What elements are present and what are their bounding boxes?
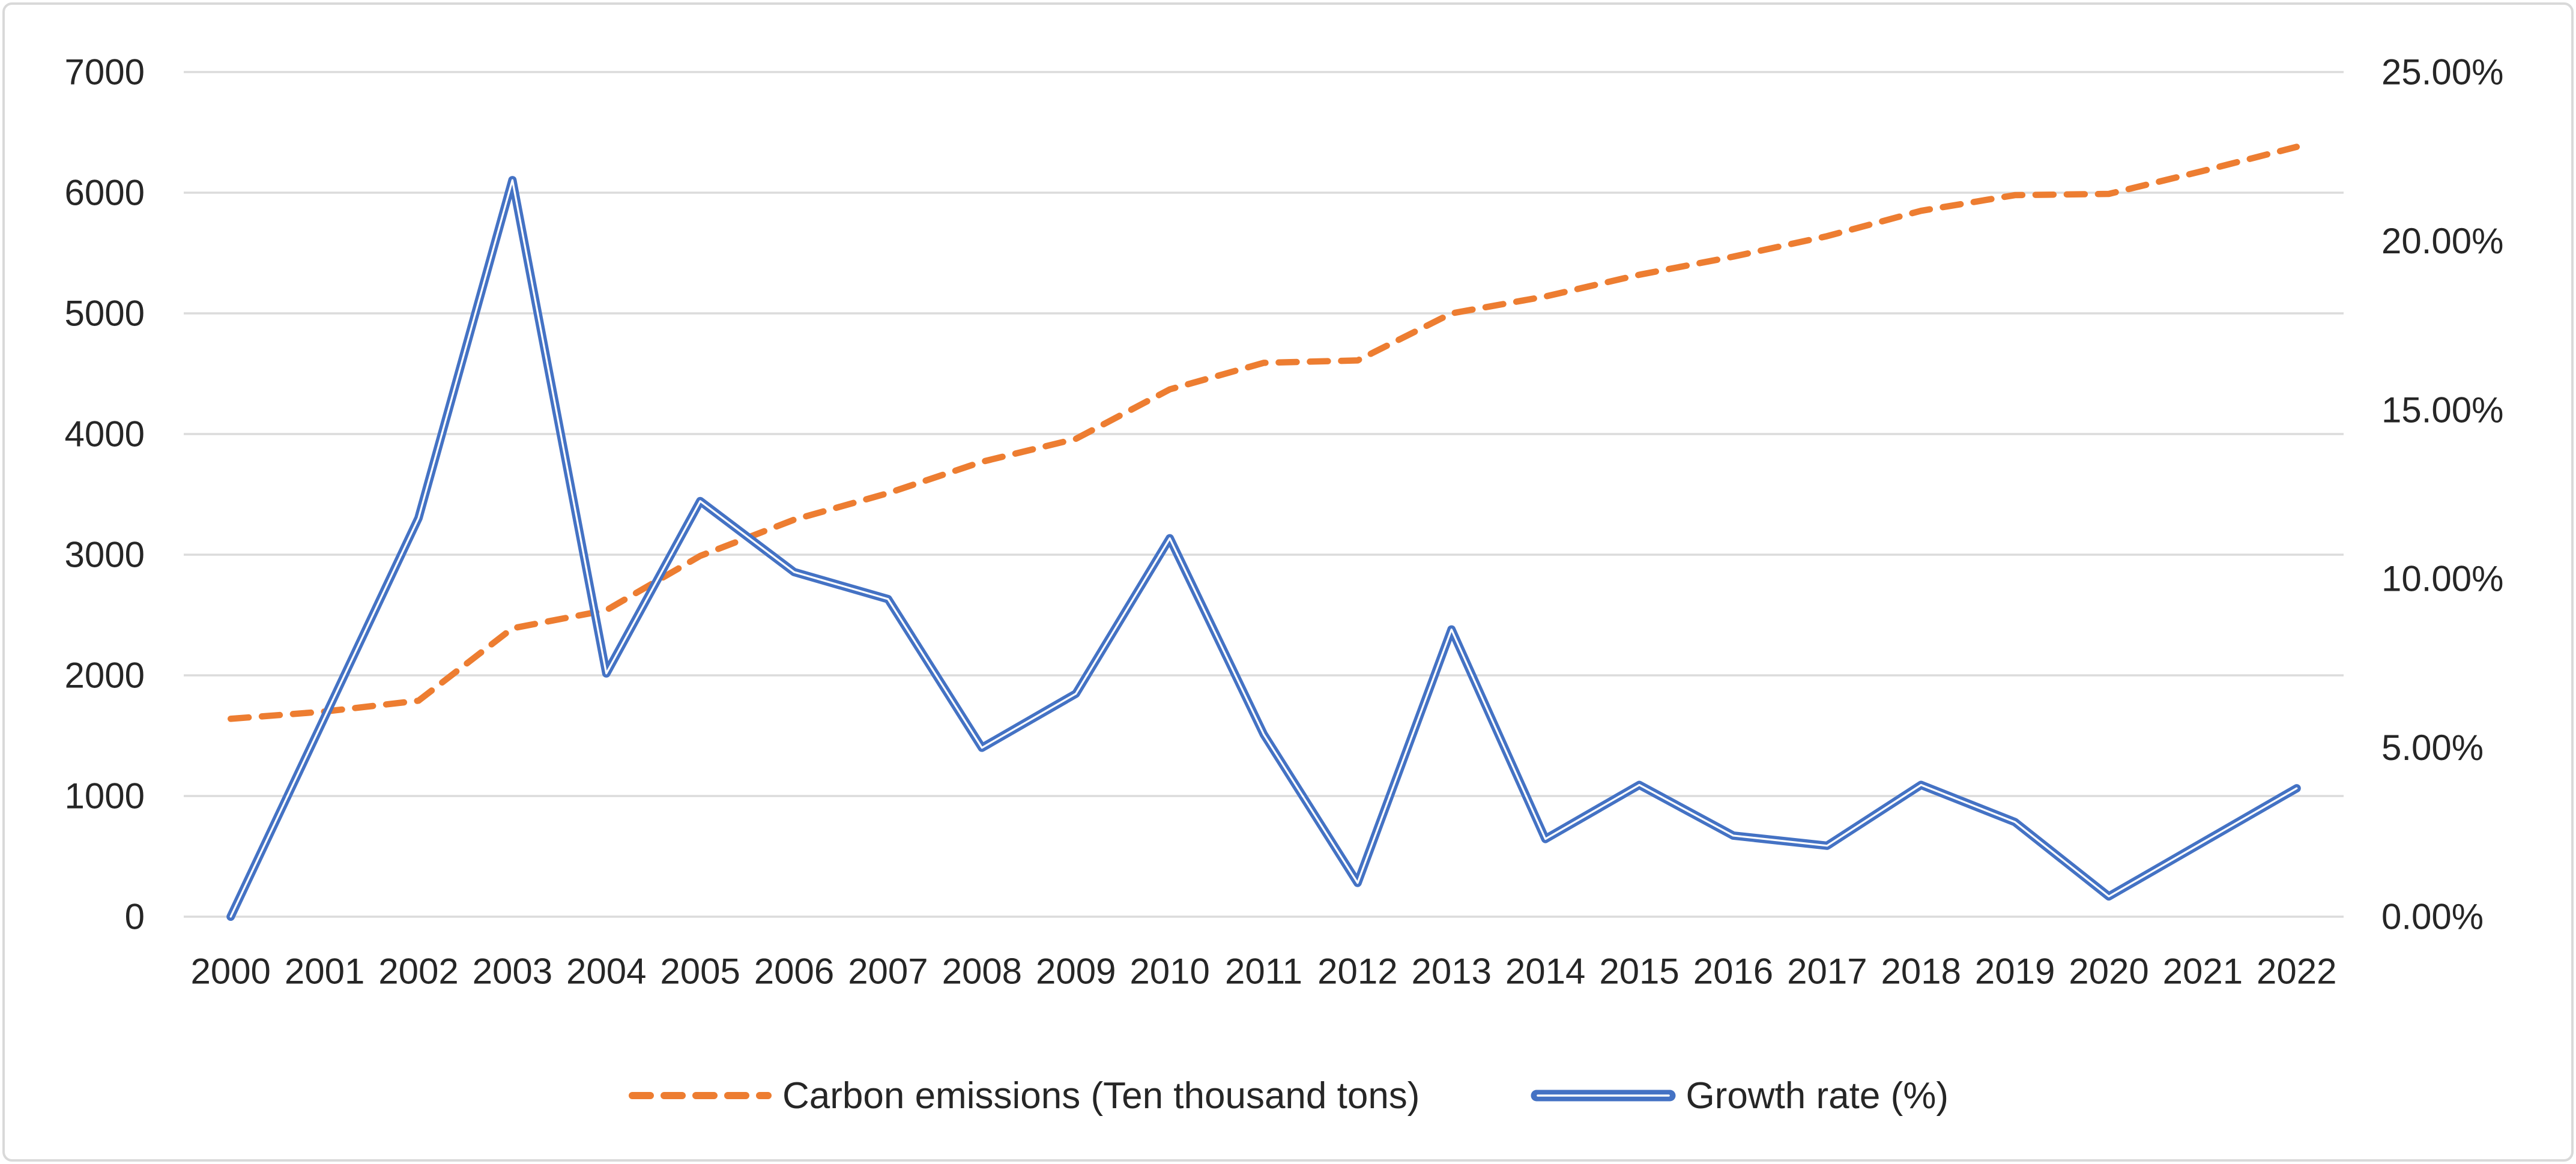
y-axis-left-tick-label: 0 bbox=[125, 897, 145, 937]
x-axis-year-label: 2021 bbox=[2163, 951, 2243, 992]
y-axis-right-tick-label: 20.00% bbox=[2381, 221, 2504, 261]
x-axis-year-label: 2012 bbox=[1317, 951, 1397, 992]
growth-line-inner-stripe bbox=[229, 179, 2298, 918]
x-axis-year-label: 2005 bbox=[660, 951, 740, 992]
emissions-line bbox=[227, 143, 2300, 722]
y-axis-left-tick-label: 6000 bbox=[65, 173, 145, 213]
x-axis-year-label: 2000 bbox=[190, 951, 270, 992]
y-axis-left-tick-label: 3000 bbox=[65, 535, 145, 575]
y-axis-right-tick-label: 0.00% bbox=[2381, 897, 2484, 937]
x-axis-year-label: 2004 bbox=[566, 951, 646, 992]
y-axis-left-tick-label: 5000 bbox=[65, 294, 145, 334]
x-axis-year-label: 2013 bbox=[1412, 951, 1492, 992]
x-axis-year-label: 2014 bbox=[1505, 951, 1585, 992]
x-axis-year-label: 2015 bbox=[1599, 951, 1679, 992]
x-axis-year-label: 2006 bbox=[754, 951, 834, 992]
y-axis-right-tick-label: 25.00% bbox=[2381, 52, 2504, 92]
x-axis-year-label: 2017 bbox=[1787, 951, 1867, 992]
y-axis-right-tick-label: 10.00% bbox=[2381, 559, 2504, 599]
growth-line bbox=[226, 176, 2301, 921]
x-axis-year-label: 2016 bbox=[1693, 951, 1773, 992]
plot-area: 0 1000 2000 3000 4000 5000 6000 7000 0.00% 5.00% 1… bbox=[5, 5, 2571, 1159]
x-axis-year-label: 2003 bbox=[473, 951, 552, 992]
x-axis-year-label: 2009 bbox=[1036, 951, 1116, 992]
y-axis-left-tick-label: 2000 bbox=[65, 656, 145, 696]
x-axis-year-label: 2019 bbox=[1975, 951, 2055, 992]
x-axis-year-label: 2018 bbox=[1881, 951, 1961, 992]
x-axis-year-label: 2001 bbox=[285, 951, 364, 992]
y-axis-left-tick-label: 1000 bbox=[65, 776, 145, 816]
y-axis-right-tick-label: 15.00% bbox=[2381, 390, 2504, 430]
x-axis-year-label: 2011 bbox=[1225, 951, 1302, 992]
x-axis-year-label: 2007 bbox=[848, 951, 928, 992]
chart-svg: 0 1000 2000 3000 4000 5000 6000 7000 0.00% 5.00% 1… bbox=[65, 52, 2504, 992]
x-axis-year-label: 2020 bbox=[2069, 951, 2148, 992]
x-axis-year-label: 2002 bbox=[378, 951, 458, 992]
y-axis-left-tick-label: 4000 bbox=[65, 414, 145, 454]
x-axis-year-label: 2008 bbox=[942, 951, 1022, 992]
y-axis-left-tick-label: 7000 bbox=[65, 52, 145, 92]
x-axis-year-label: 2022 bbox=[2257, 951, 2336, 992]
x-axis-year-label: 2010 bbox=[1129, 951, 1209, 992]
y-axis-right-tick-label: 5.00% bbox=[2381, 728, 2484, 768]
